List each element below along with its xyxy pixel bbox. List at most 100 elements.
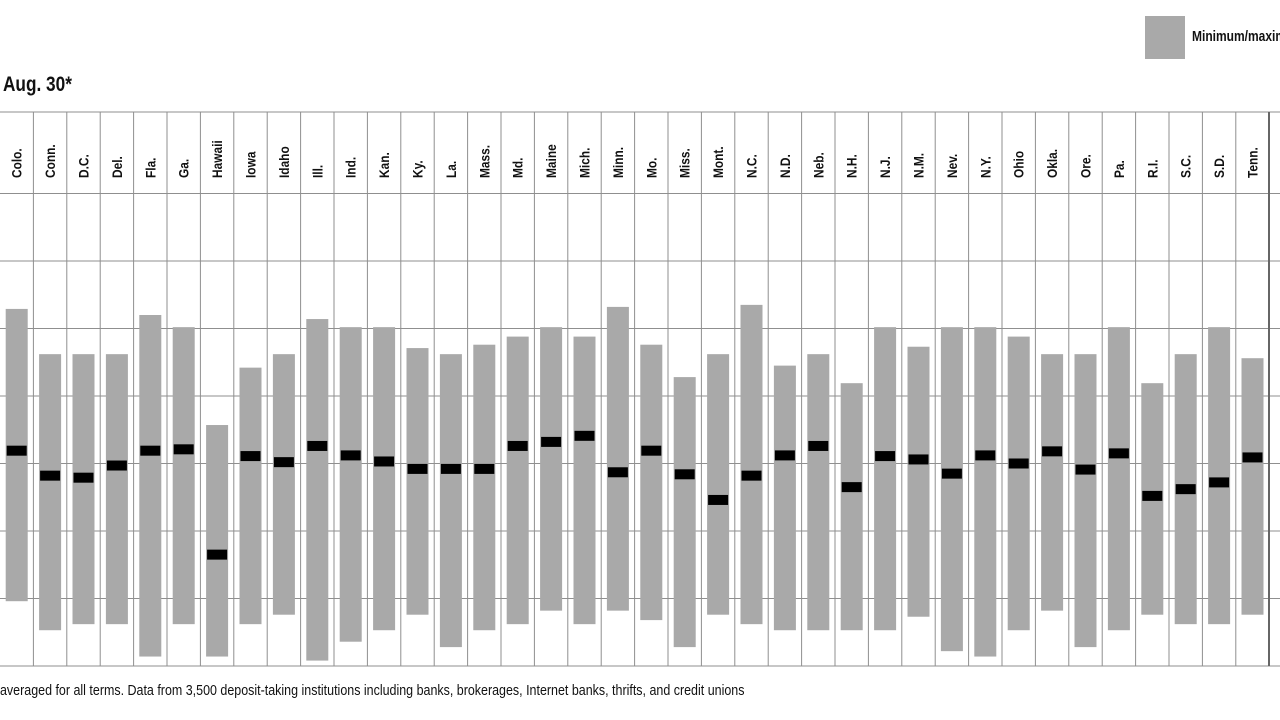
range-bar: [272, 354, 295, 615]
x-tick-label: Okla.: [1044, 149, 1060, 178]
x-tick-label: Colo.: [9, 148, 25, 178]
average-marker: [875, 451, 896, 462]
x-tick-label: N.M.: [911, 153, 927, 178]
average-marker: [6, 445, 27, 456]
x-tick-label: Conn.: [42, 144, 58, 178]
x-tick-label: Md.: [510, 158, 526, 178]
footnote: averaged for all terms. Data from 3,500 …: [0, 683, 745, 699]
average-marker: [374, 456, 395, 467]
x-tick-label: Neb.: [810, 152, 826, 178]
range-bar: [707, 354, 730, 615]
x-tick-label: Tenn.: [1245, 147, 1261, 178]
range-bar: [39, 354, 62, 631]
x-tick-label: S.C.: [1178, 155, 1194, 178]
range-bar: [506, 336, 529, 625]
average-marker: [941, 468, 962, 479]
average-marker: [808, 440, 829, 451]
x-tick-label: Mass.: [476, 145, 492, 178]
x-tick-label: Fla.: [142, 158, 158, 178]
x-tick-label: Idaho: [276, 146, 292, 178]
x-tick-label: Miss.: [677, 148, 693, 178]
average-marker: [407, 463, 428, 474]
range-bar: [1107, 327, 1130, 631]
x-tick-label: Ky.: [410, 160, 426, 178]
average-marker: [641, 445, 662, 456]
x-tick-label: N.H.: [844, 154, 860, 178]
range-bar: [373, 327, 396, 631]
grid: [0, 111, 1280, 667]
range-bar: [206, 425, 229, 657]
legend: Minimum/maximum: [1145, 16, 1280, 60]
range-bar: [439, 354, 462, 648]
average-marker: [541, 436, 562, 447]
range-bar: [540, 327, 563, 611]
range-bar: [673, 377, 696, 648]
average-marker: [440, 463, 461, 474]
average-marker: [908, 454, 929, 465]
x-tick-label: Iowa: [243, 151, 259, 178]
average-marker: [507, 440, 528, 451]
x-tick-label: N.D.: [777, 154, 793, 178]
range-bar: [874, 327, 897, 631]
average-marker: [207, 549, 228, 560]
average-marker: [273, 457, 294, 468]
x-tick-label: Ill.: [309, 165, 325, 178]
average-marker: [607, 467, 628, 478]
average-marker: [1175, 484, 1196, 495]
average-marker: [1008, 458, 1029, 469]
range-bar: [339, 327, 362, 642]
range-bar: [606, 306, 629, 611]
x-tick-label: S.D.: [1211, 155, 1227, 178]
legend-label: Minimum/maximum: [1192, 28, 1280, 45]
average-marker: [1142, 490, 1163, 501]
range-bar: [1007, 336, 1030, 631]
range-bars: [5, 304, 1264, 661]
x-tick-label: Minn.: [610, 147, 626, 178]
range-bar: [940, 327, 963, 652]
average-marker: [140, 445, 161, 456]
right-edge-separator: [1268, 112, 1270, 666]
state-labels: Colo. Conn. D.C. Del. Fla. Ga. Hawaii Iowa Idaho…: [9, 140, 1261, 178]
range-bar: [72, 354, 95, 625]
x-tick-label: N.J.: [877, 156, 893, 178]
x-tick-label: La.: [443, 161, 459, 178]
x-tick-label: Kan.: [376, 152, 392, 178]
average-marker: [841, 482, 862, 493]
average-marker: [574, 430, 595, 441]
x-tick-label: Ore.: [1078, 154, 1094, 178]
range-bar: [1041, 354, 1064, 611]
average-marker: [741, 470, 762, 481]
x-tick-label: D.C.: [76, 154, 92, 178]
average-marker: [774, 450, 795, 461]
range-bar: [773, 365, 796, 631]
average-marker: [1242, 452, 1263, 463]
range-bar: [573, 336, 596, 625]
x-tick-label: Ohio: [1011, 151, 1027, 178]
x-tick-label: N.Y.: [977, 156, 993, 178]
average-marker: [1042, 446, 1063, 457]
average-marker: [474, 463, 495, 474]
range-bar: [306, 319, 329, 661]
range-bar: [239, 367, 262, 625]
average-marker: [307, 440, 328, 451]
legend-swatch: [1145, 16, 1185, 59]
x-tick-label: Ga.: [176, 159, 192, 178]
range-bar: [139, 315, 162, 657]
range-bar: [840, 383, 863, 631]
x-tick-label: Mich.: [577, 148, 593, 178]
average-marker: [708, 494, 729, 505]
chart-subtitle: Aug. 30*: [3, 73, 72, 96]
x-tick-label: N.C.: [744, 154, 760, 178]
average-marker: [340, 450, 361, 461]
x-tick-label: Nev.: [944, 154, 960, 178]
range-bar: [907, 346, 930, 617]
average-marker: [1209, 477, 1230, 488]
range-bar: [1241, 358, 1264, 615]
range-chart: Colo. Conn. D.C. Del. Fla. Ga. Hawaii Iowa Idaho…: [0, 111, 1280, 667]
average-marker: [173, 444, 194, 455]
x-tick-label: Ind.: [343, 157, 359, 178]
average-markers: [6, 430, 1263, 560]
range-bar: [974, 327, 997, 657]
range-bar: [473, 344, 496, 631]
range-bar: [807, 354, 830, 631]
